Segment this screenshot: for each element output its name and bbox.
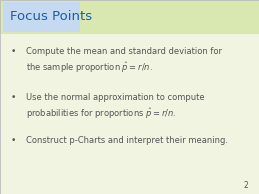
Text: •: • — [10, 47, 16, 55]
Text: Focus Points: Focus Points — [10, 10, 92, 23]
Text: Use the normal approximation to compute
probabilities for proportions $\hat{p} =: Use the normal approximation to compute … — [26, 93, 205, 121]
Bar — [3, 2, 80, 32]
Text: Construct p-Charts and interpret their meaning.: Construct p-Charts and interpret their m… — [26, 136, 228, 145]
Text: •: • — [10, 136, 16, 145]
Text: Compute the mean and standard deviation for
the sample proportion $\hat{p} = r/n: Compute the mean and standard deviation … — [26, 47, 222, 75]
Bar — [0, 0, 259, 34]
Text: •: • — [10, 93, 16, 102]
Text: 2: 2 — [244, 181, 249, 190]
